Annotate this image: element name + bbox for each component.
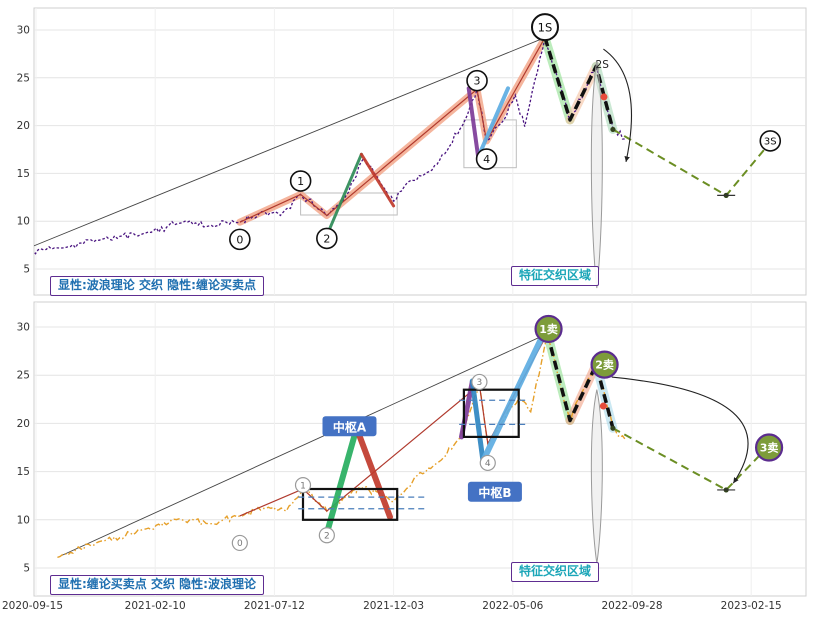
zhongshu-label-box: [322, 416, 377, 437]
chan-segment: [480, 332, 546, 464]
chan-explicit-panel-layer: 中枢A 中枢B: [57, 329, 772, 564]
signal-dot: [600, 93, 608, 101]
post-peak-zigzag: [545, 333, 615, 429]
marker-circle-3: [471, 373, 488, 391]
x-tick-label: 2022-09-28: [601, 600, 662, 612]
pivot-box: [301, 487, 399, 521]
marker-label-1卖: 1卖: [539, 322, 558, 336]
marker-label-3: 3: [474, 75, 481, 88]
marker-circle-0: [231, 534, 248, 552]
projection-dot: [610, 126, 616, 133]
x-tick-label: 2021-02-10: [125, 600, 186, 612]
pivot-box: [462, 388, 520, 439]
marker-label-0: 0: [236, 233, 243, 246]
y-tick-label: 5: [23, 264, 30, 276]
projection-line: [612, 427, 770, 492]
marker-circle-1: [294, 476, 312, 494]
marker-label-2: 2: [323, 232, 330, 245]
trendline: [34, 37, 546, 247]
feature-zone-funnel: [590, 60, 603, 289]
marker-circle-2: [318, 527, 335, 544]
y-tick-label: 25: [17, 72, 30, 84]
y-tick-label: 15: [17, 466, 30, 478]
projection-dot: [610, 425, 616, 431]
x-tick-label: 2021-07-12: [244, 600, 305, 612]
y-tick-label: 5: [23, 563, 30, 575]
marker-label-3卖: 3卖: [760, 440, 779, 454]
marker-label-1: 1: [300, 481, 306, 491]
swing-arrow: [611, 376, 749, 484]
signal-dot: [599, 402, 607, 410]
chan-segment: [476, 86, 510, 160]
marker-circle-3卖: [754, 433, 784, 462]
trendline: [57, 333, 548, 558]
zhongshu-label: 中枢A: [333, 419, 367, 434]
zhongshu-label: 中枢B: [478, 485, 511, 500]
chan-segment: [469, 378, 486, 464]
x-tick-label: 2021-12-03: [363, 600, 424, 612]
marker-circle-3: [466, 69, 488, 92]
marker-label-2卖: 2卖: [595, 358, 614, 372]
zhongshu-label-box: [467, 481, 522, 502]
y-tick-label: 20: [17, 418, 30, 430]
panel-frame: [33, 7, 807, 296]
marker-circle-4: [475, 148, 498, 170]
price-line: [57, 333, 626, 559]
marker-label-4: 4: [483, 153, 490, 166]
marker-circle-2卖: [590, 350, 619, 379]
marker-label-2: 2: [324, 531, 330, 541]
marker-label-4: 4: [485, 459, 491, 469]
x-tick-label: 2020-09-15: [2, 600, 63, 612]
y-tick-label: 25: [17, 370, 30, 382]
chan-segment: [466, 86, 481, 160]
marker-circle-0: [229, 228, 251, 251]
marker-circle-1S: [530, 13, 559, 42]
top-panel-left-annotation: 显性:波浪理论 交织 隐性:缠论买卖点: [50, 276, 264, 296]
y-tick-label: 15: [17, 168, 30, 180]
chan-segment: [359, 152, 396, 208]
bottom-panel-left-annotation: 显性:缠论买卖点 交织 隐性:波浪理论: [50, 575, 264, 595]
y-tick-label: 20: [17, 120, 30, 132]
impulse-line: [239, 37, 546, 223]
x-tick-label: 2022-05-06: [482, 600, 543, 612]
y-tick-label: 10: [17, 216, 30, 228]
bottom-panel-feature-zone-label: 特征交织区域: [511, 562, 600, 582]
x-tick-label: 2023-02-15: [721, 600, 782, 612]
marker-label-1S: 1S: [538, 20, 553, 34]
chart-text-2S: 2S: [596, 59, 610, 71]
chan-segment: [353, 425, 393, 520]
marker-circle-1: [289, 170, 312, 192]
marker-label-0: 0: [237, 539, 243, 549]
marker-label-3: 3: [477, 378, 483, 388]
marker-circle-1卖: [534, 314, 563, 344]
y-tick-label: 30: [17, 25, 30, 37]
marker-label-1: 1: [297, 175, 304, 188]
y-tick-label: 10: [17, 514, 30, 526]
y-tick-label: 30: [17, 322, 30, 334]
marker-circle-3S: [759, 130, 782, 152]
chan-segment: [323, 425, 360, 537]
panel-frame: [33, 301, 807, 597]
wave-explicit-panel-layer: [34, 33, 772, 289]
chan-segment: [326, 152, 363, 235]
top-panel-feature-zone-label: 特征交织区域: [511, 266, 600, 286]
marker-label-3S: 3S: [764, 136, 777, 147]
marker-circle-2: [316, 227, 338, 250]
post-peak-zigzag: [543, 37, 615, 130]
swing-arrow: [603, 48, 632, 163]
marker-circle-4: [479, 454, 496, 472]
